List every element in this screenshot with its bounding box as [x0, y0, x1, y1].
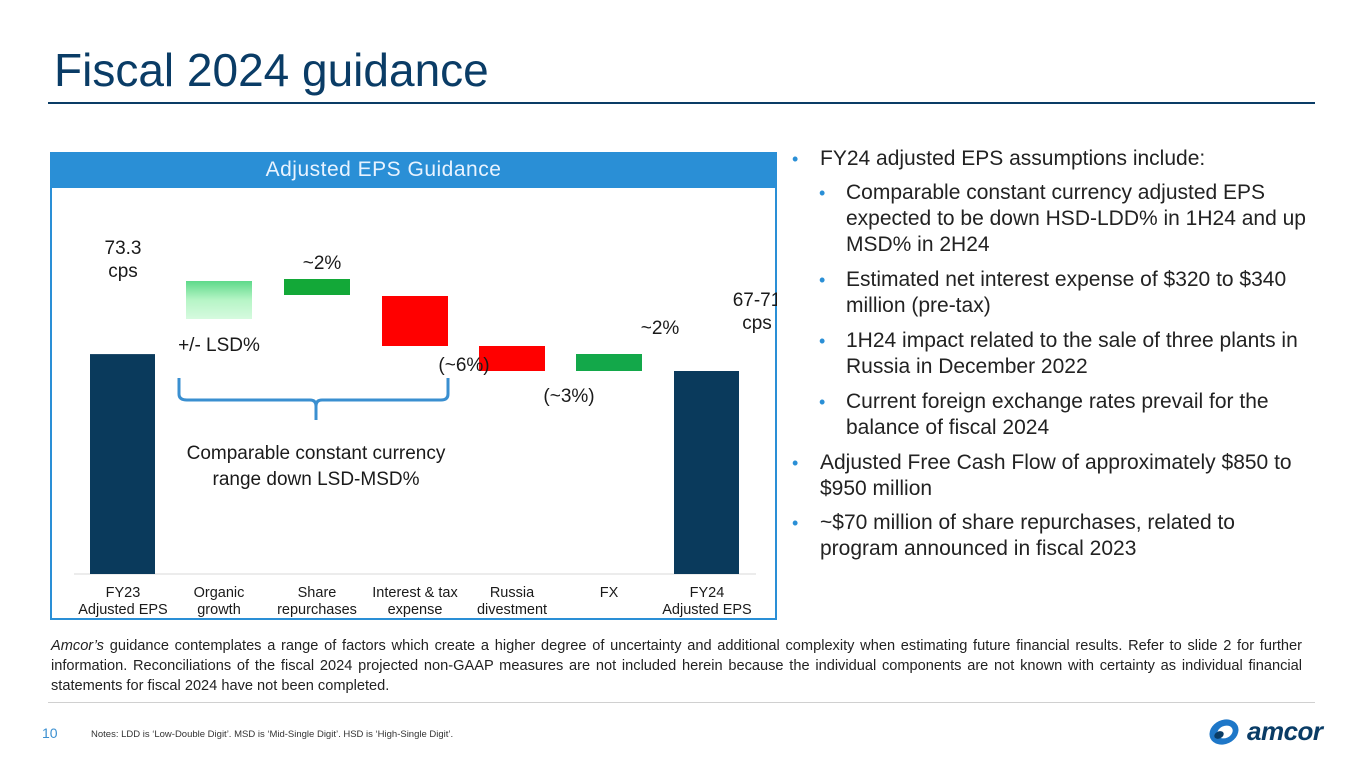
bar-data-label: ~2% — [303, 253, 342, 274]
bullet-item: ~$70 million of share repurchases, relat… — [790, 510, 1315, 562]
waterfall-bar — [382, 296, 448, 346]
category-label-line: FX — [600, 585, 619, 601]
category-label-line: Adjusted EPS — [78, 602, 167, 618]
category-label-line: Adjusted EPS — [662, 602, 751, 618]
category-label-line: Interest & tax — [372, 585, 458, 601]
bar-data-label-line: ~2% — [303, 253, 342, 274]
waterfall-bar — [284, 279, 350, 295]
waterfall-bar — [479, 346, 545, 371]
guidance-disclaimer: Amcor’s guidance contemplates a range of… — [51, 636, 1302, 696]
category-label-line: FY23 — [106, 585, 141, 601]
bullet-item: FY24 adjusted EPS assumptions include: — [790, 146, 1315, 172]
category-label: Russia divestment — [477, 585, 547, 618]
bracket-label-line: range down LSD-MSD% — [213, 469, 420, 490]
category-label-line: Share — [298, 585, 337, 601]
amcor-logo: amcor — [1205, 716, 1323, 747]
bar-data-label-line: (~6%) — [438, 355, 489, 376]
bar-data-label: (~6%) — [438, 355, 489, 376]
bar-data-label-line: cps — [742, 313, 772, 334]
bar-data-label: +/- LSD% — [178, 335, 260, 356]
bullet-item: Current foreign exchange rates prevail f… — [790, 389, 1315, 441]
amcor-logo-text: amcor — [1247, 716, 1323, 746]
bar-data-label: 67-71 cps — [733, 290, 777, 334]
footer-divider — [48, 702, 1315, 703]
bar-data-label-line: (~3%) — [543, 386, 594, 407]
bullet-item: Adjusted Free Cash Flow of approximately… — [790, 450, 1315, 502]
bullet-item: 1H24 impact related to the sale of three… — [790, 328, 1315, 380]
category-label: Share repurchases — [277, 585, 357, 618]
chart-header-title: Adjusted EPS Guidance — [265, 158, 502, 181]
category-label-line: divestment — [477, 602, 547, 618]
bar-data-label-line: ~2% — [641, 318, 680, 339]
bracket-line — [177, 378, 450, 420]
category-label: FX — [600, 585, 619, 601]
page-number: 10 — [42, 725, 58, 741]
waterfall-bar — [576, 354, 642, 371]
category-label: Organic growth — [194, 585, 245, 618]
category-label-line: Organic — [194, 585, 245, 601]
category-label-line: growth — [197, 602, 241, 618]
category-label: FY23 Adjusted EPS — [78, 585, 167, 618]
category-label-line: FY24 — [690, 585, 725, 601]
bullet-item: Estimated net interest expense of $320 t… — [790, 267, 1315, 319]
category-label-line: repurchases — [277, 602, 357, 618]
page-title: Fiscal 2024 guidance — [54, 44, 489, 96]
waterfall-bar — [674, 371, 739, 574]
waterfall-bar — [90, 354, 155, 574]
bar-data-label-line: cps — [108, 261, 138, 282]
title-divider — [48, 102, 1315, 104]
disclaimer-company: Amcor’s — [51, 638, 104, 654]
category-label: Interest & tax expense — [372, 585, 458, 618]
bar-data-label: ~2% — [641, 318, 680, 339]
category-label-line: expense — [388, 602, 443, 618]
bar-data-label: (~3%) — [543, 386, 594, 407]
waterfall-bar — [186, 281, 252, 319]
chart-header: Adjusted EPS Guidance — [50, 152, 777, 188]
assumptions-list: FY24 adjusted EPS assumptions include: Co… — [790, 146, 1315, 570]
bar-data-label-line: 73.3 — [105, 238, 142, 259]
bar-data-label-line: 67-71 — [733, 290, 777, 311]
bar-data-label: 73.3 cps — [105, 238, 142, 282]
amcor-logo-icon — [1209, 718, 1239, 745]
bar-data-label-line: +/- LSD% — [178, 335, 260, 356]
bullet-item: Comparable constant currency adjusted EP… — [790, 180, 1315, 258]
eps-waterfall-chart: 73.3 cps+/- LSD%~2%(~6%)(~3%)~2%67-71 cpsF… — [74, 238, 777, 618]
bracket-label-line: Comparable constant currency — [187, 443, 446, 464]
bracket-label: Comparable constant currency range down L… — [187, 443, 446, 490]
disclaimer-text: guidance contemplates a range of factors… — [51, 638, 1302, 694]
category-label-line: Russia — [490, 585, 535, 601]
footnotes: Notes: LDD is ‘Low-Double Digit’. MSD is… — [91, 729, 454, 740]
category-label: FY24 Adjusted EPS — [662, 585, 751, 618]
chart-panel — [50, 152, 777, 620]
